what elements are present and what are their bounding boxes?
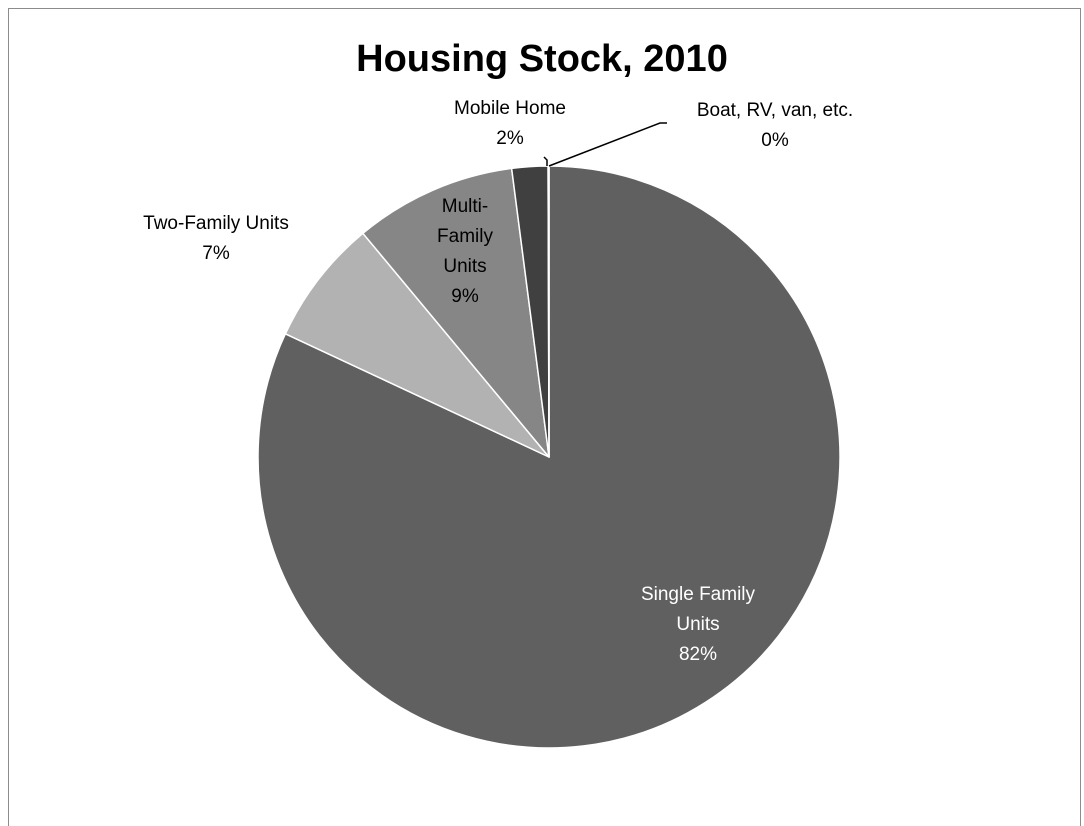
pie-slice-boat-rv-van (547, 165, 550, 458)
leader-lines (543, 122, 667, 167)
pie-slice-two-family (284, 232, 550, 458)
pie-slice-single-family (257, 165, 841, 749)
slice-label-multi-family: Multi-Family Units 9% (437, 196, 493, 307)
slice-label-boat-rv-van: Boat, RV, van, etc. 0% (697, 100, 853, 151)
leader-line-mobile-home (543, 156, 548, 166)
pie-slice-multi-family (362, 167, 550, 458)
slice-label-single-family: Single Family Units 82% (641, 584, 756, 665)
slice-label-two-family: Two-Family Units 7% (143, 213, 289, 264)
slice-label-mobile-home: Mobile Home 2% (454, 98, 566, 149)
pie-slices (257, 165, 841, 749)
slice-labels: Single Family Units 82% Two-Family Units 7% M… (143, 98, 853, 665)
leader-line-boat-rv-van (548, 122, 667, 167)
chart-title: Housing Stock, 2010 (356, 38, 728, 80)
